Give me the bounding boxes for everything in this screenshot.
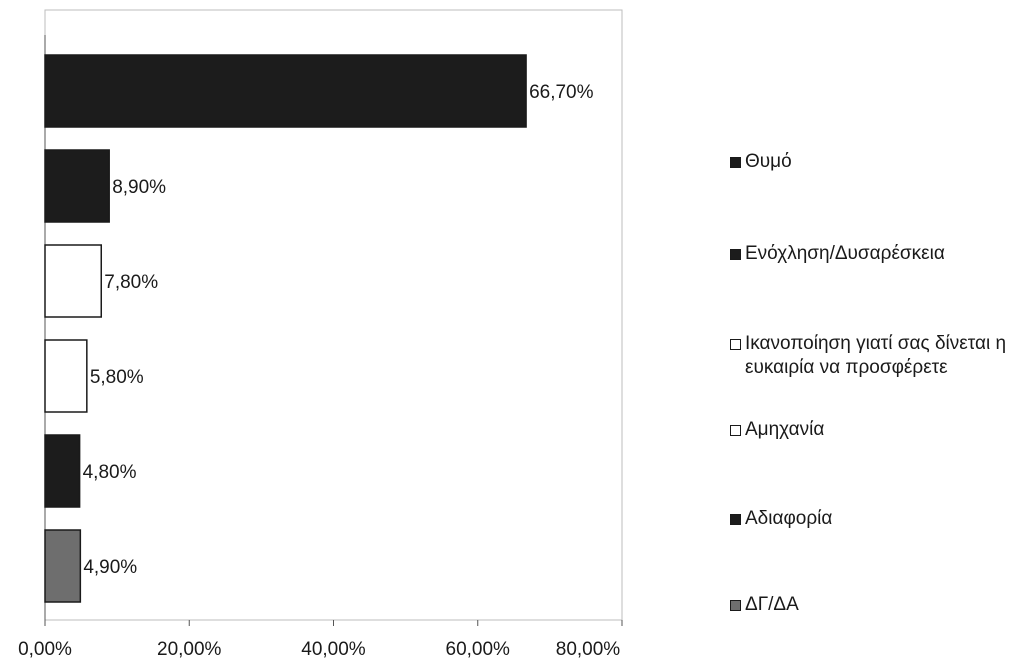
bars-group <box>44 54 527 603</box>
legend-swatch-icon <box>730 339 741 350</box>
legend-label: Ενόχληση/Δυσαρέσκεια <box>745 243 945 264</box>
data-labels-group: 66,70% 8,90% 7,80% 5,80% 4,80% 4,90% <box>83 82 594 578</box>
data-label-3: 7,80% <box>104 272 158 293</box>
legend-swatch-icon <box>730 157 741 168</box>
bar-6 <box>44 529 82 603</box>
x-tick-label: 0,00% <box>18 639 72 660</box>
data-label-4: 5,80% <box>90 367 144 388</box>
x-tick-label: 80,00% <box>556 639 621 660</box>
legend-label: Θυμό <box>745 151 792 172</box>
legend-item-adiaforia: Αδιαφορία <box>730 507 1015 531</box>
legend-label: Ικανοποίηση γιατί σας δίνεται η ευκαιρία… <box>745 333 1007 378</box>
data-label-5: 4,80% <box>83 462 137 483</box>
legend-label: ΔΓ/ΔΑ <box>745 594 799 615</box>
bar-4 <box>44 339 88 413</box>
x-tick-label: 40,00% <box>301 639 366 660</box>
bar-3 <box>44 244 103 318</box>
legend-item-dg-da: ΔΓ/ΔΑ <box>730 593 1015 617</box>
legend-item-amichania: Αμηχανία <box>730 418 1015 442</box>
data-label-1: 66,70% <box>529 82 594 103</box>
legend-item-ikanopoiisi: Ικανοποίηση γιατί σας δίνεται η ευκαιρία… <box>730 332 1015 380</box>
bar-2 <box>44 149 110 223</box>
legend: Θυμό Ενόχληση/Δυσαρέσκεια Ικανοποίηση γι… <box>730 0 1017 663</box>
legend-swatch-icon <box>730 514 741 525</box>
bar-1 <box>44 54 527 128</box>
legend-item-thymo: Θυμό <box>730 150 1015 174</box>
legend-item-enochlisi: Ενόχληση/Δυσαρέσκεια <box>730 242 1015 266</box>
legend-swatch-icon <box>730 425 741 436</box>
data-label-2: 8,90% <box>112 177 166 198</box>
data-label-6: 4,90% <box>83 557 137 578</box>
legend-label: Αμηχανία <box>745 419 825 440</box>
legend-swatch-icon <box>730 600 741 611</box>
legend-label: Αδιαφορία <box>745 508 833 529</box>
x-axis-ticks: 0,00% 20,00% 40,00% 60,00% 80,00% <box>18 620 623 660</box>
x-tick-label: 20,00% <box>157 639 222 660</box>
bar-5 <box>44 434 81 508</box>
legend-swatch-icon <box>730 249 741 260</box>
x-tick-label: 60,00% <box>446 639 511 660</box>
